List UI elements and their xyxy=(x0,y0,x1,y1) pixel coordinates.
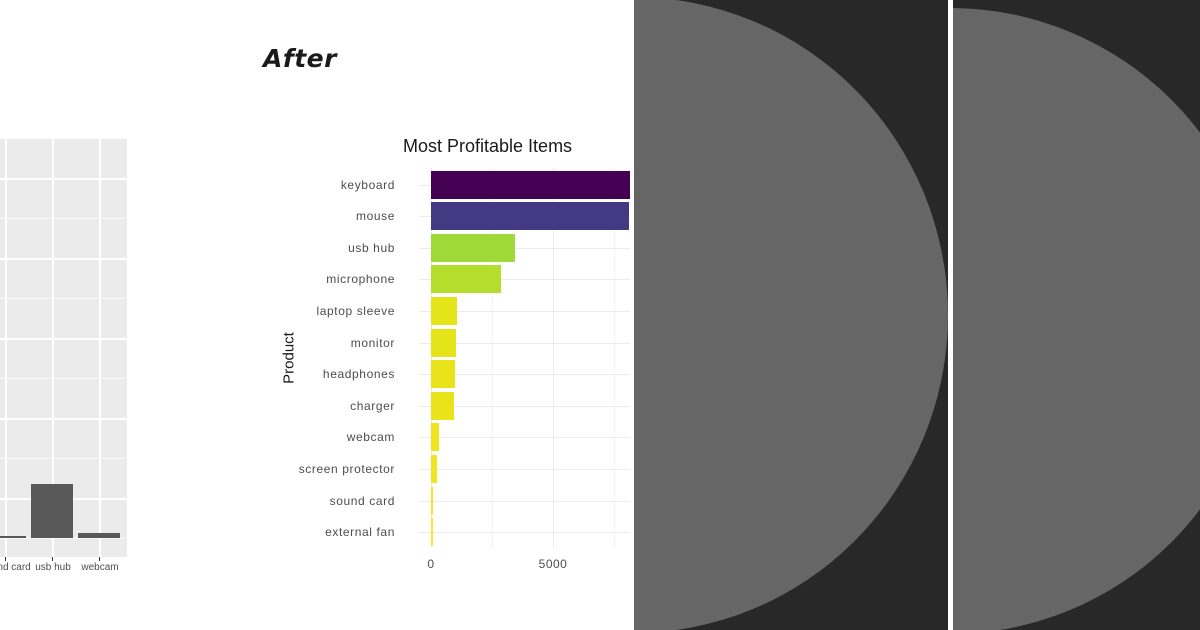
before-chart-panel xyxy=(0,138,127,557)
gridline xyxy=(419,469,630,470)
gridline xyxy=(553,168,554,548)
x-tick xyxy=(99,557,100,561)
gridline xyxy=(52,138,54,557)
x-tick-label: 0 xyxy=(427,557,435,571)
gridline xyxy=(419,374,630,375)
gridline xyxy=(492,168,493,548)
chart-title: Most Profitable Items xyxy=(403,136,573,156)
half-circle-shape xyxy=(953,8,1200,630)
bar-external-fan xyxy=(431,518,433,547)
bar-headphones xyxy=(431,360,455,389)
gridline xyxy=(419,437,630,438)
gridline xyxy=(0,338,127,340)
bar-usb-hub xyxy=(31,484,73,538)
y-tick-label: microphone xyxy=(326,272,395,287)
y-tick-label: external fan xyxy=(325,525,395,540)
x-tick-label: sound card xyxy=(0,562,31,573)
bar-mouse xyxy=(431,202,630,231)
gridline xyxy=(419,279,630,280)
gridline xyxy=(0,418,127,420)
bar-charger xyxy=(431,391,455,420)
gridline xyxy=(0,178,127,180)
y-tick-label: sound card xyxy=(329,493,395,508)
gridline xyxy=(5,138,7,557)
gridline xyxy=(0,218,127,219)
bar-webcam xyxy=(431,423,440,452)
bar-webcam xyxy=(78,533,120,538)
gridline xyxy=(419,406,630,407)
bar-usb-hub xyxy=(431,233,516,262)
gridline xyxy=(0,298,127,299)
y-axis-title: Product xyxy=(280,332,298,384)
gridline xyxy=(419,311,630,312)
bar-sound-card xyxy=(0,536,26,538)
gridline xyxy=(419,343,630,344)
gridline xyxy=(0,258,127,260)
y-tick-label: mouse xyxy=(355,209,395,224)
bar-monitor xyxy=(431,328,456,357)
bar-laptop-sleeve xyxy=(431,296,457,325)
gridline xyxy=(431,168,432,548)
y-tick-label: charger xyxy=(350,398,395,413)
x-tick-label: usb hub xyxy=(35,562,71,573)
panel-divider xyxy=(948,0,953,630)
y-tick-label: laptop sleeve xyxy=(316,303,395,318)
gridline xyxy=(99,138,101,557)
dark-panel-right xyxy=(953,0,1200,630)
bar-keyboard xyxy=(431,170,630,199)
gridline xyxy=(419,501,630,502)
y-tick-label: monitor xyxy=(350,335,395,350)
bar-sound-card xyxy=(431,486,433,515)
bar-screen-protector xyxy=(431,454,438,483)
y-tick-label: usb hub xyxy=(348,240,395,255)
x-tick-label: webcam xyxy=(81,562,119,573)
plot-area xyxy=(431,168,630,548)
y-tick-label: keyboard xyxy=(340,177,395,192)
gridline xyxy=(614,168,615,548)
x-tick xyxy=(5,557,6,561)
y-tick-label: headphones xyxy=(322,367,395,382)
bar-microphone xyxy=(431,265,502,294)
gridline xyxy=(0,138,127,139)
dark-panel-left xyxy=(634,0,948,630)
gridline xyxy=(0,458,127,459)
half-circle-shape xyxy=(634,0,948,630)
x-tick-label: 5000 xyxy=(538,557,568,571)
x-tick xyxy=(52,557,53,561)
gridline xyxy=(0,538,127,539)
gridline xyxy=(419,532,630,533)
y-tick-label: screen protector xyxy=(298,461,395,476)
gridline xyxy=(419,248,630,249)
y-tick-label: webcam xyxy=(346,430,395,445)
gridline xyxy=(0,378,127,379)
after-heading: After xyxy=(263,44,337,73)
